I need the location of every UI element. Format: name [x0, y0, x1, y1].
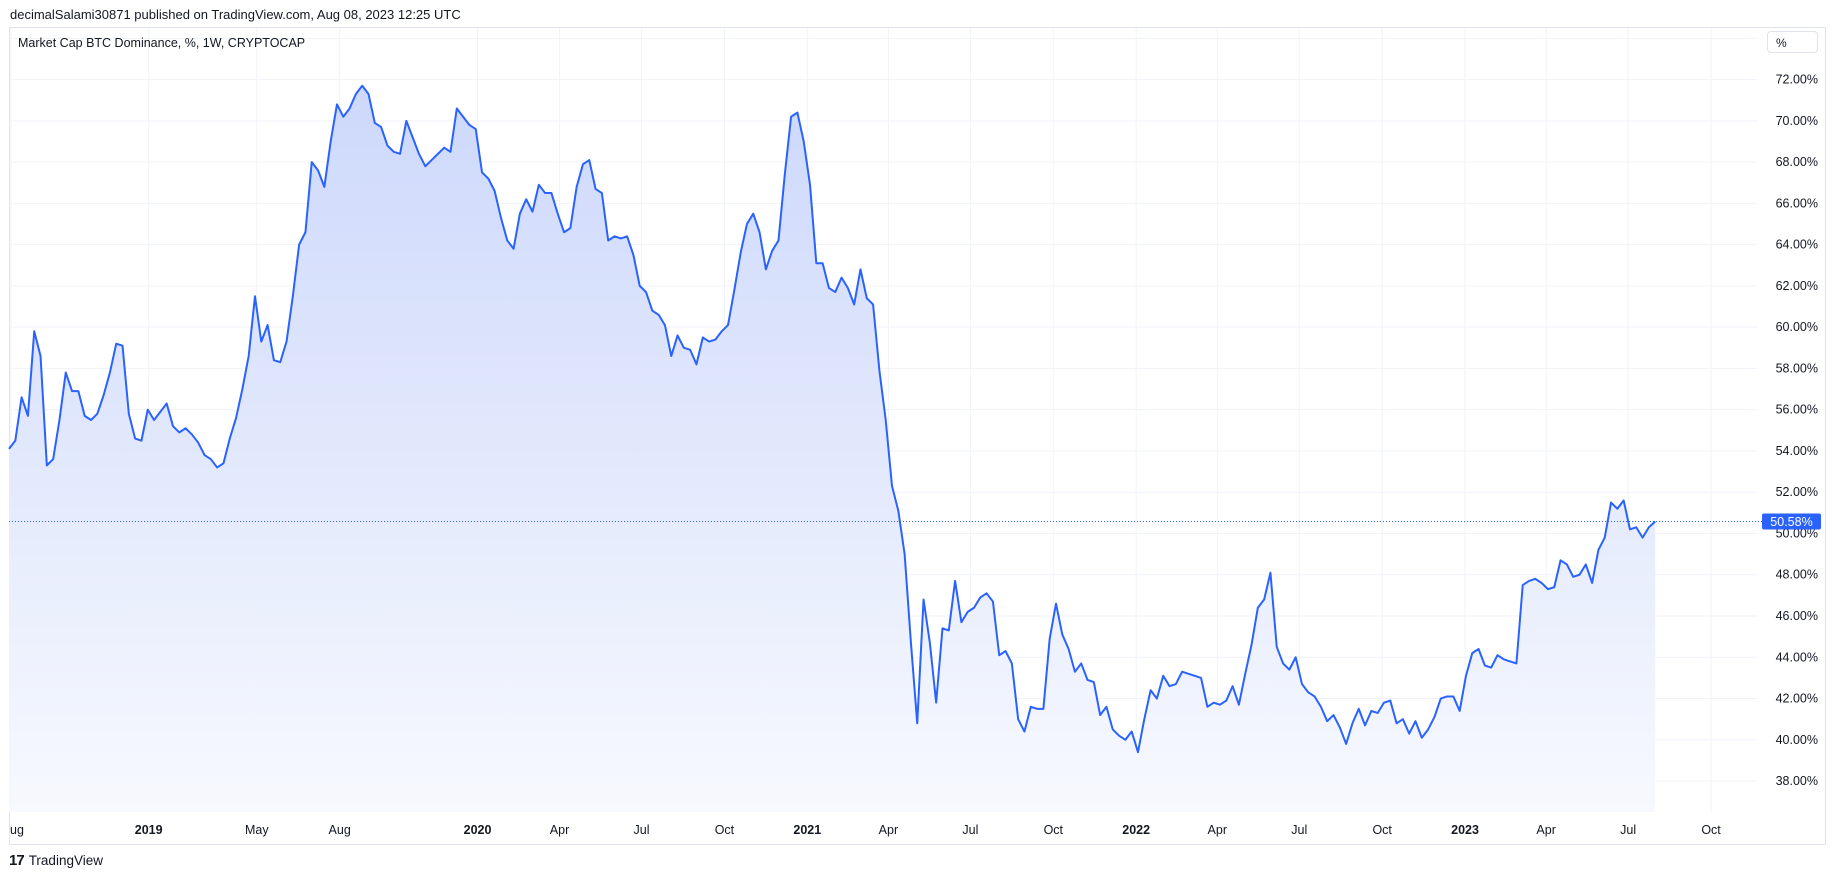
x-tick-label: Jul — [634, 823, 650, 837]
y-tick-label: 58.00% — [1776, 361, 1818, 375]
x-tick-label: Oct — [1372, 823, 1392, 837]
publish-info: decimalSalami30871 published on TradingV… — [10, 7, 461, 22]
y-tick-label: 50.00% — [1776, 526, 1818, 540]
last-value-label: 50.58% — [1770, 515, 1812, 529]
y-tick-label: 48.00% — [1776, 568, 1818, 582]
y-tick-label: 52.00% — [1776, 485, 1818, 499]
x-tick-label: Jul — [962, 823, 978, 837]
x-tick-label: 2020 — [464, 823, 492, 837]
area-fill-layer — [9, 85, 1656, 812]
brand-name: TradingView — [28, 853, 103, 868]
y-tick-label: 64.00% — [1776, 238, 1818, 252]
x-tick-label: Apr — [1208, 823, 1227, 837]
series-line[interactable] — [8, 84, 1656, 754]
y-tick-label: 40.00% — [1776, 733, 1818, 747]
x-tick-label: Apr — [550, 823, 569, 837]
symbol-legend[interactable]: Market Cap BTC Dominance, %, 1W, CRYPTOC… — [18, 36, 306, 50]
y-tick-label: 38.00% — [1776, 774, 1818, 788]
x-tick-label: 2023 — [1451, 823, 1479, 837]
tradingview-brand[interactable]: 17 TradingView — [9, 852, 103, 869]
last-value-layer: 50.58% — [9, 513, 1821, 530]
x-tick-label: Oct — [715, 823, 735, 837]
y-tick-label: 66.00% — [1776, 196, 1818, 210]
chart-frame — [9, 27, 1826, 845]
x-tick-label: Jul — [1291, 823, 1307, 837]
y-tick-label: 44.00% — [1776, 650, 1818, 664]
x-tick-label: Apr — [1536, 823, 1555, 837]
y-tick-label: 68.00% — [1776, 155, 1818, 169]
x-tick-label: ug — [10, 823, 24, 837]
x-tick-label: 2022 — [1122, 823, 1150, 837]
y-tick-label: 70.00% — [1776, 114, 1818, 128]
x-tick-label: 2019 — [135, 823, 163, 837]
x-tick-label: 2021 — [793, 823, 821, 837]
x-tick-label: Oct — [1701, 823, 1721, 837]
y-tick-label: 56.00% — [1776, 403, 1818, 417]
y-tick-label: 42.00% — [1776, 692, 1818, 706]
line-layer — [8, 84, 1656, 754]
series-area — [9, 85, 1656, 812]
y-tick-label: 54.00% — [1776, 444, 1818, 458]
x-tick-label: Jul — [1620, 823, 1636, 837]
y-axis-labels: 38.00% 40.00% 42.00% 44.00% 46.00% 48.00% 50.0… — [1776, 31, 1818, 788]
y-tick-label: 62.00% — [1776, 279, 1818, 293]
x-tick-label: Oct — [1044, 823, 1064, 837]
y-tick-label: 46.00% — [1776, 609, 1818, 623]
tradingview-logo-icon: 17 — [9, 852, 25, 869]
y-tick-label: 60.00% — [1776, 320, 1818, 334]
last-value-tag — [1762, 513, 1821, 530]
x-axis-labels: ug 2019 May Aug 2020 Apr Jul Oct 2021 Apr Jul Oct 20… — [10, 823, 1721, 837]
x-tick-label: Apr — [879, 823, 898, 837]
x-tick-label: Aug — [329, 823, 351, 837]
x-tick-label: May — [245, 823, 269, 837]
y-tick-label: 72.00% — [1776, 73, 1818, 87]
percent-scale-button[interactable]: % — [1767, 31, 1818, 53]
